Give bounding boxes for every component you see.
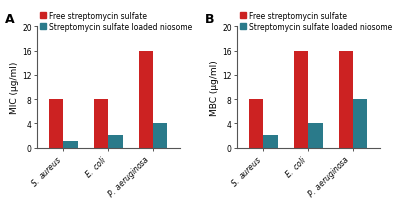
Y-axis label: MIC (µg/ml): MIC (µg/ml) bbox=[10, 61, 19, 114]
Bar bbox=[49, 99, 64, 148]
Bar bbox=[264, 136, 278, 148]
Text: B: B bbox=[205, 13, 214, 26]
Bar bbox=[249, 99, 264, 148]
Legend: Free streptomycin sulfate, Streptomycin sulfate loaded niosome: Free streptomycin sulfate, Streptomycin … bbox=[40, 12, 192, 31]
Legend: Free streptomycin sulfate, Streptomycin sulfate loaded niosome: Free streptomycin sulfate, Streptomycin … bbox=[240, 12, 392, 31]
Bar bbox=[353, 99, 367, 148]
Text: A: A bbox=[5, 13, 15, 26]
Bar bbox=[108, 136, 122, 148]
Bar bbox=[339, 51, 353, 148]
Bar bbox=[64, 142, 78, 148]
Bar bbox=[139, 51, 153, 148]
Bar bbox=[153, 124, 167, 148]
Bar bbox=[308, 124, 322, 148]
Y-axis label: MBC (µg/ml): MBC (µg/ml) bbox=[210, 60, 219, 115]
Bar bbox=[94, 99, 108, 148]
Bar bbox=[294, 51, 308, 148]
